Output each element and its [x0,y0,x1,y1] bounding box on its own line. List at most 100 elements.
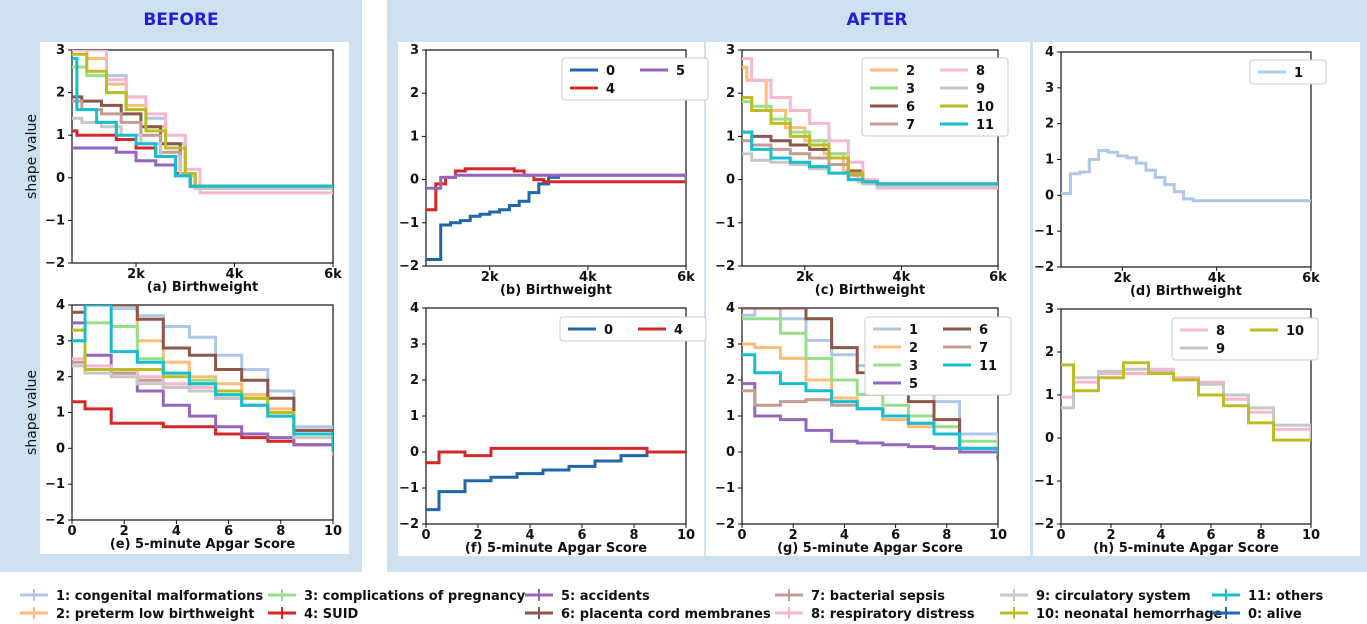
legend-label-2: 2 [906,64,915,79]
series-line-6 [72,305,333,456]
series-line-10 [1061,361,1311,442]
x-tick-label: 2k [481,270,499,285]
x-tick-label: 6k [324,267,342,282]
subplot-e: −2 −1 0 1 2 3 4 0 2 4 6 8 10 (e) 5-minute Apgar Score… [24,298,342,552]
x-tick-label: 4 [1156,528,1165,543]
y-tick-label: 2 [1045,117,1054,132]
subplot-caption: (d) Birthweight [1130,284,1242,299]
y-axis-label: shape value [24,114,40,199]
bottom-legend-label: 10: neonatal hemorrhage [1036,607,1223,622]
legend-box [861,57,1009,137]
y-tick-label: −1 [715,216,735,231]
series-group [426,446,686,512]
bottom-legend-label: 7: bacterial sepsis [811,589,945,604]
legend-box [864,316,1012,396]
y-tick-label: −2 [45,256,65,271]
x-tick-label: 2 [1106,528,1115,543]
y-tick-label: 4 [726,301,735,316]
series-line-5 [742,382,998,456]
x-tick-label: 8 [1256,528,1265,543]
y-tick-label: 1 [56,128,65,143]
subplot-background-1 [40,42,349,554]
y-tick-label: 3 [410,43,419,58]
x-tick-label: 0 [421,528,430,543]
legend-label-5: 5 [676,64,685,79]
x-tick-label: 10 [677,528,695,543]
series-line-1 [1061,149,1311,203]
legend-label-11: 11 [976,118,994,133]
bottom-legend: 1: congenital malformations 2: preterm lo… [20,589,1323,622]
x-tick-label: 2 [789,528,798,543]
y-tick-label: 0 [410,445,419,460]
x-tick-label: 6 [577,528,586,543]
y-tick-label: −2 [715,259,735,274]
legend-label-11: 11 [979,359,997,374]
legend-box [1171,317,1319,361]
x-tick-label: 0 [67,524,76,539]
legend-label-1: 1 [909,323,918,338]
before-header: BEFORE [143,10,219,30]
series-line-9 [742,152,998,188]
y-tick-label: 0 [726,445,735,460]
bottom-legend-label: 8: respiratory distress [811,607,975,622]
x-tick-label: 0 [1056,528,1065,543]
y-tick-label: 4 [1045,45,1054,60]
legend-label-7: 7 [979,341,988,356]
y-tick-label: 3 [726,43,735,58]
y-tick-label: −2 [1034,517,1054,532]
y-tick-label: −1 [399,216,419,231]
x-tick-label: 6k [1302,271,1320,286]
legend-label-4: 4 [674,323,683,338]
axes-frame [425,49,687,267]
y-tick-label: 1 [726,409,735,424]
subplot-d: −2 −1 0 1 2 3 4 2k 4k 6k (d) Birthweight 1 [1034,45,1327,299]
y-tick-label: 4 [56,298,65,313]
bottom-legend-label: 6: placenta cord membranes [561,607,771,622]
y-tick-label: 2 [726,86,735,101]
bottom-legend-item: 5: accidents [525,589,650,604]
y-tick-label: 1 [1045,153,1054,168]
axes-frame [71,49,334,264]
y-tick-label: 2 [56,86,65,101]
y-tick-label: 0 [1045,431,1054,446]
subplot-f: −2 −1 0 1 2 3 4 0 2 4 6 8 10 (f) 5-minute Apgar Score… [399,301,707,556]
series-line-4 [426,167,686,212]
bottom-legend-label: 0: alive [1248,607,1302,622]
x-tick-label: 6k [677,270,695,285]
bottom-legend-label: 2: preterm low birthweight [56,607,254,622]
bottom-legend-item: 0: alive [1212,607,1302,622]
y-tick-label: −1 [715,481,735,496]
y-tick-label: −2 [399,259,419,274]
subplot-caption: (b) Birthweight [500,283,612,298]
y-tick-label: 1 [1045,388,1054,403]
legend-label-5: 5 [909,377,918,392]
series-group [1061,361,1311,442]
subplot-background-2 [398,42,704,556]
y-tick-label: −1 [45,213,65,228]
x-tick-label: 2 [473,528,482,543]
y-tick-label: −2 [399,517,419,532]
legend-box [1249,59,1327,85]
x-tick-label: 2 [120,524,129,539]
y-tick-label: 2 [56,370,65,385]
x-tick-label: 6k [989,270,1007,285]
bottom-legend-item: 1: congenital malformations [20,589,263,604]
legend: 1 [1249,59,1327,85]
y-tick-label: 0 [1045,188,1054,203]
x-tick-label: 8 [629,528,638,543]
x-tick-label: 2k [1113,271,1131,286]
subplot-b: −2 −1 0 1 2 3 2k 4k 6k (b) Birthweight 0 4 5 [399,43,709,298]
series-group [742,57,998,190]
x-tick-label: 2k [127,267,145,282]
y-tick-label: −2 [45,513,65,528]
bottom-legend-label: 5: accidents [561,589,650,604]
subplot-g: −2 −1 0 1 2 3 4 0 2 4 6 8 10 (g) 5-minute Apgar Score… [715,301,1012,556]
series-line-8 [742,57,998,190]
legend-label-9: 9 [976,82,985,97]
subplot-caption: (a) Birthweight [147,280,258,295]
axes-frame [1060,308,1312,525]
legend: 8 9 10 [1171,317,1319,361]
